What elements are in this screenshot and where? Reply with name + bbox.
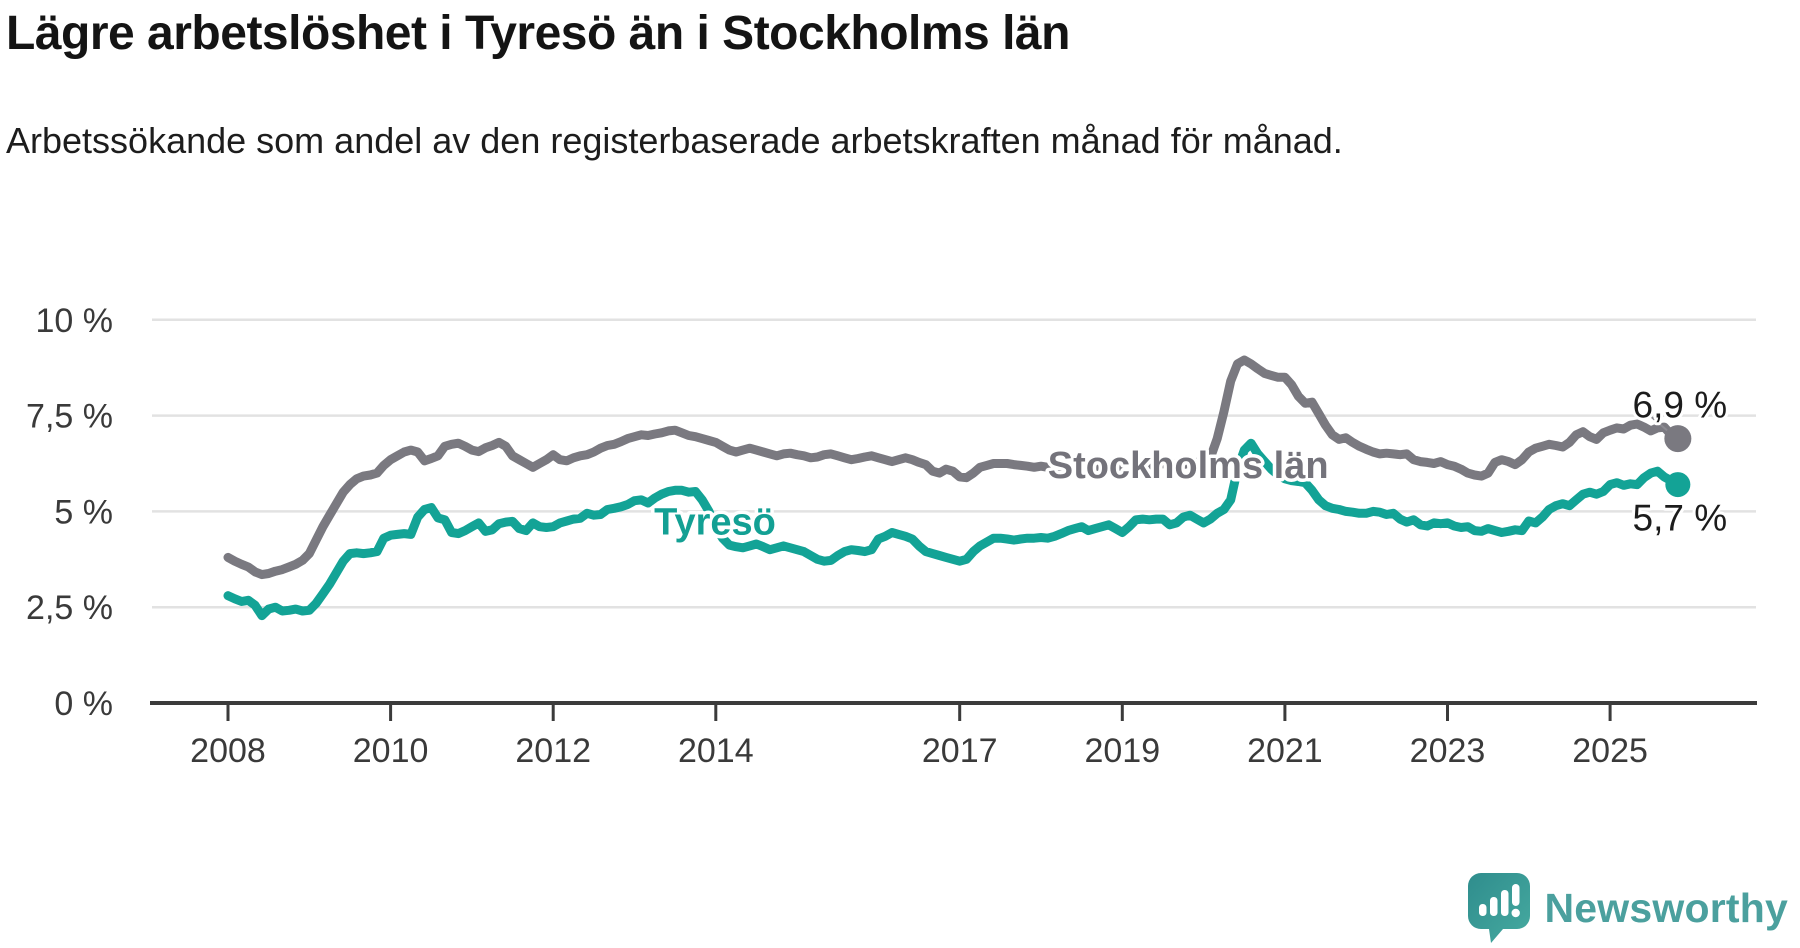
series-end-dot (1664, 425, 1692, 453)
x-axis-tick-label: 2010 (353, 732, 429, 770)
x-axis-tick-label: 2017 (922, 732, 998, 770)
x-axis-tick-label: 2012 (515, 732, 591, 770)
end-value-label: 5,7 % (1633, 498, 1728, 539)
y-axis-tick-label: 0 % (54, 685, 113, 723)
series-line-stockholms-lan (223, 355, 1683, 580)
series-line-tyreso (223, 438, 1683, 621)
end-value-label: 6,9 % (1633, 385, 1728, 426)
newsworthy-logo[interactable]: Newsworthy (1467, 872, 1789, 944)
series-end-dot (1665, 472, 1691, 498)
series-label-tyreso: Tyresö (654, 502, 776, 544)
y-axis-tick-label: 2,5 % (26, 589, 113, 627)
y-axis-tick-label: 10 % (36, 302, 114, 340)
x-axis-tick-label: 2019 (1084, 732, 1160, 770)
chart-title: Lägre arbetslöshet i Tyresö än i Stockho… (6, 7, 1070, 60)
chart-subtitle: Arbetssökande som andel av den registerb… (6, 120, 1343, 161)
x-axis-tick-label: 2021 (1247, 732, 1323, 770)
x-axis-tick-label: 2008 (190, 732, 266, 770)
x-axis-tick-label: 2023 (1410, 732, 1486, 770)
y-axis-tick-label: 5 % (54, 493, 113, 531)
newsworthy-logo-text: Newsworthy (1544, 884, 1788, 931)
newsworthy-logo-icon (1467, 873, 1530, 943)
x-axis-tick-label: 2025 (1572, 732, 1648, 770)
y-axis-tick-label: 7,5 % (26, 398, 113, 436)
series-label-stockholms-lan: Stockholms län (1048, 445, 1329, 487)
x-axis-tick-label: 2014 (678, 732, 754, 770)
